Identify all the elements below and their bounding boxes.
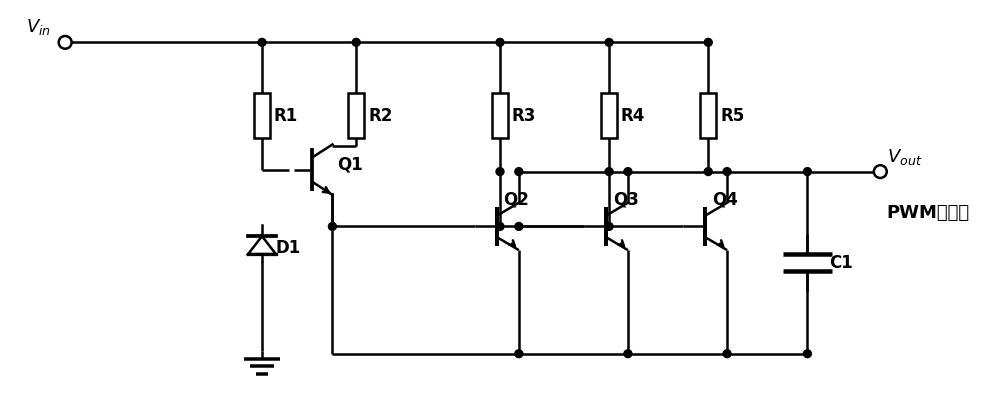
Circle shape [605,38,613,46]
Circle shape [605,223,613,230]
Circle shape [515,350,523,358]
Text: C1: C1 [829,254,853,272]
Text: $V_{in}$: $V_{in}$ [26,18,51,38]
Circle shape [258,38,266,46]
Text: R1: R1 [274,107,298,125]
Text: R3: R3 [512,107,536,125]
Circle shape [704,168,712,176]
Text: D1: D1 [276,239,301,257]
Text: R2: R2 [368,107,392,125]
Circle shape [515,168,523,176]
Text: $V_{out}$: $V_{out}$ [887,147,922,167]
Circle shape [803,168,811,176]
Circle shape [496,168,504,176]
Circle shape [515,223,523,230]
Text: PWM控制器: PWM控制器 [887,204,970,222]
Circle shape [496,223,504,230]
Text: Q2: Q2 [504,191,529,209]
Text: Q4: Q4 [712,191,738,209]
Circle shape [624,168,632,176]
Circle shape [328,223,336,230]
Polygon shape [248,236,276,254]
Circle shape [496,38,504,46]
Circle shape [624,350,632,358]
Text: Q1: Q1 [337,156,363,174]
Bar [601,93,617,138]
Circle shape [723,168,731,176]
Circle shape [59,36,72,49]
Circle shape [874,165,887,178]
Bar [348,93,364,138]
Text: R5: R5 [720,107,744,125]
Bar [700,93,716,138]
Circle shape [352,38,360,46]
Text: R4: R4 [621,107,645,125]
Circle shape [704,38,712,46]
Bar [492,93,508,138]
Circle shape [803,350,811,358]
Text: Q3: Q3 [613,191,639,209]
Circle shape [605,168,613,176]
Circle shape [723,350,731,358]
Bar [254,93,270,138]
